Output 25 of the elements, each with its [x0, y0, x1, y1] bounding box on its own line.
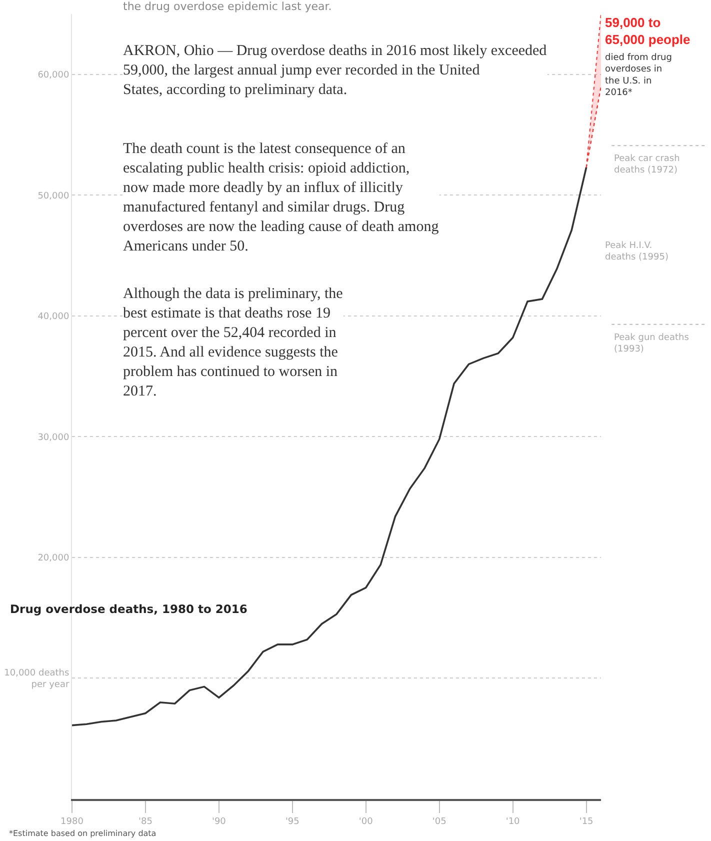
ref-line-label: Peak gun deaths (1993) [614, 333, 690, 355]
annotation: 59,000 to 65,000 people [605, 15, 690, 47]
x-tick-label: 1980 [60, 816, 84, 827]
x-tick-label: '10 [506, 816, 520, 827]
text: Peak H.I.V. deaths (1995) [605, 241, 668, 263]
y-tick-label: 40,000 [38, 312, 70, 322]
x-tick-label: '95 [285, 816, 300, 827]
y-tick-label: 50,000 [38, 191, 70, 202]
x-tick-label: '85 [138, 816, 152, 827]
x-tick-label: '00 [358, 816, 374, 827]
text: *Estimate based on preliminary data [9, 829, 156, 838]
ref-line-label: Peak car crash deaths (1972) [614, 154, 680, 176]
y-tick-label: 60,000 [38, 70, 70, 81]
y-tick-label: 30,000 [38, 432, 70, 443]
x-tick-label: '05 [432, 816, 446, 827]
x-tick-label: '15 [579, 816, 594, 827]
annotation: Although the data is preliminary, the best estimate is that deaths rose 19 percent over the 52,404 recorded in 2015. And all evidence suggests the problem has continued to worsen in 2017. [123, 286, 344, 400]
text: Drug overdose deaths, 1980 to 2016 [10, 602, 248, 616]
annotation: The death count is the latest consequence of an escalating public health crisis: opioid addiction, now made more deadly by an influx of illicitly manufactured fentanyl and similar drugs. Drug overdoses are now the leading cause of death among Americans under 50. [123, 141, 440, 254]
x-tick-label: '90 [212, 816, 226, 827]
y-tick-label: 10,000 deaths per year [4, 668, 70, 690]
text: died from drug overdoses in the U.S. in 2016* [605, 53, 672, 98]
text: the drug overdose epidemic last year. [123, 0, 332, 13]
annotation: AKRON, Ohio — Drug overdose deaths in 2016 most likely exceeded 59,000, the largest annual jump ever recorded in the United States, according to preliminary data. [123, 43, 548, 98]
y-tick-label: 20,000 [38, 554, 70, 564]
